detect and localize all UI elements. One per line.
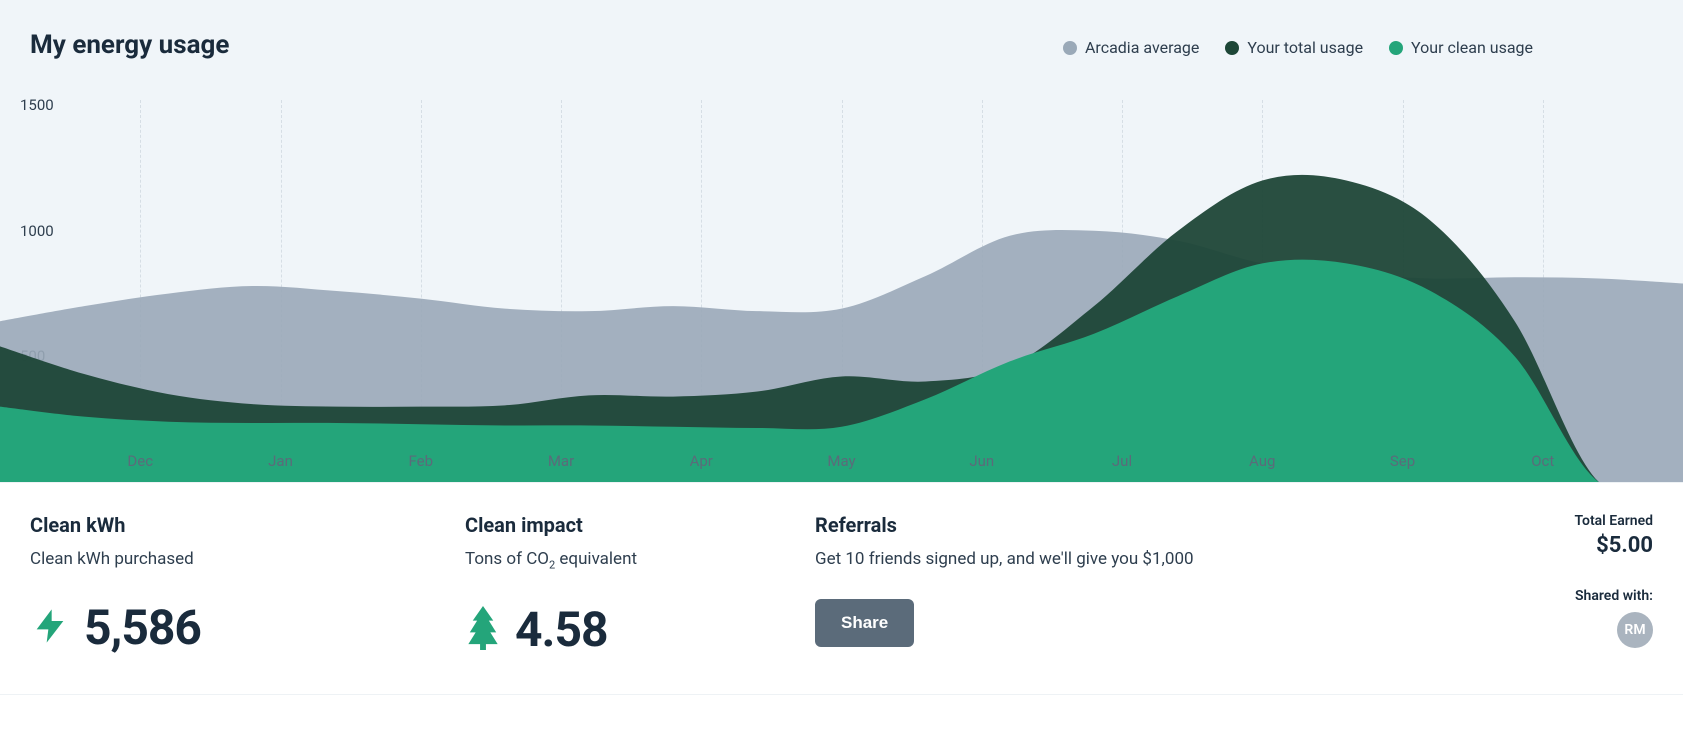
energy-usage-chart: My energy usage Arcadia averageYour tota… xyxy=(0,0,1683,482)
shared-with-label: Shared with: xyxy=(1575,588,1653,604)
clean-kwh-value: 5,586 xyxy=(84,599,201,656)
clean-kwh-card: Clean kWh Clean kWh purchased 5,586 xyxy=(30,513,465,658)
x-tick-may: May xyxy=(827,452,855,470)
avatar[interactable]: RM xyxy=(1617,612,1653,648)
earnings-panel: Total Earned $5.00 Shared with: RM xyxy=(1575,513,1654,658)
clean-impact-value: 4.58 xyxy=(515,601,608,658)
total-earned-label: Total Earned xyxy=(1575,513,1654,529)
tree-icon xyxy=(465,606,501,654)
clean-impact-subtitle: Tons of CO2 equivalent xyxy=(465,549,815,571)
referrals-title: Referrals xyxy=(815,513,1455,537)
x-tick-feb: Feb xyxy=(408,452,433,470)
x-tick-dec: Dec xyxy=(127,452,153,470)
x-tick-aug: Aug xyxy=(1249,452,1275,470)
x-tick-jul: Jul xyxy=(1112,452,1132,470)
x-tick-oct: Oct xyxy=(1531,452,1554,470)
share-button[interactable]: Share xyxy=(815,599,914,647)
x-tick-sep: Sep xyxy=(1390,452,1415,470)
summary-cards: Clean kWh Clean kWh purchased 5,586 Clea… xyxy=(0,482,1683,695)
clean-impact-title: Clean impact xyxy=(465,513,815,537)
total-earned-value: $5.00 xyxy=(1575,533,1654,558)
referrals-card: Referrals Get 10 friends signed up, and … xyxy=(815,513,1455,658)
referrals-subtitle: Get 10 friends signed up, and we'll give… xyxy=(815,549,1455,569)
x-tick-mar: Mar xyxy=(548,452,574,470)
chart-areas xyxy=(0,0,1683,482)
x-tick-jan: Jan xyxy=(268,452,293,470)
bolt-icon xyxy=(30,604,70,652)
clean-impact-card: Clean impact Tons of CO2 equivalent 4.58 xyxy=(465,513,815,658)
clean-kwh-title: Clean kWh xyxy=(30,513,465,537)
clean-kwh-subtitle: Clean kWh purchased xyxy=(30,549,465,569)
x-tick-apr: Apr xyxy=(690,452,713,470)
x-tick-jun: Jun xyxy=(969,452,994,470)
